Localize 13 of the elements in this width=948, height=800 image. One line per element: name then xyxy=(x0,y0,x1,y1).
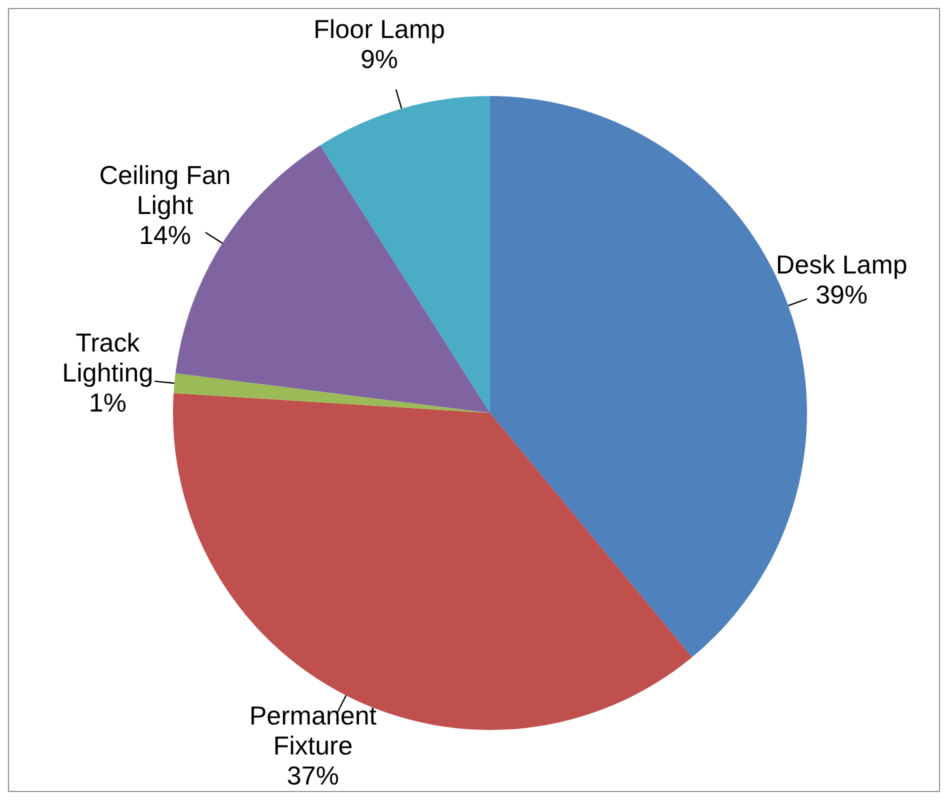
data-label: 39% xyxy=(816,280,868,310)
slice-label: Ceiling Fan Light xyxy=(99,160,231,220)
data-label: 1% xyxy=(88,387,126,418)
pie-slice xyxy=(320,96,490,413)
data-label: 37% xyxy=(286,760,339,791)
pie-slice xyxy=(174,373,490,413)
data-label: 9% xyxy=(360,44,398,74)
slice-label: Permanent Fixture xyxy=(249,700,378,761)
data-label: 14% xyxy=(138,220,192,250)
slice-label: Track Lighting xyxy=(62,327,154,388)
pie-slice xyxy=(174,393,692,730)
slice-label: Desk Lamp xyxy=(776,250,908,280)
slice-label: Floor Lamp xyxy=(314,14,446,44)
